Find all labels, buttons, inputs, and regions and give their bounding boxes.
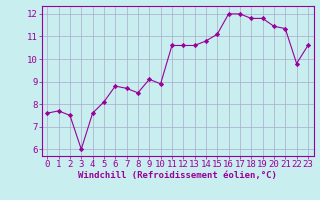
X-axis label: Windchill (Refroidissement éolien,°C): Windchill (Refroidissement éolien,°C) [78,171,277,180]
